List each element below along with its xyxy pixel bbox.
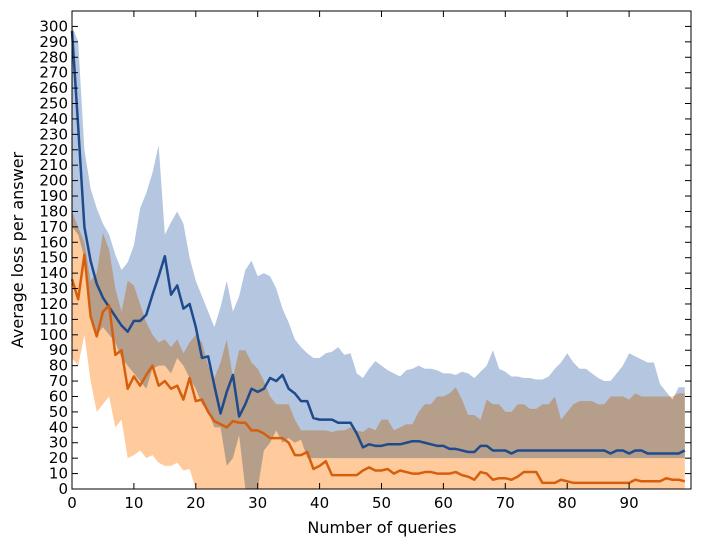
y-tick-label: 10 [49, 465, 68, 483]
series-line-orange [70, 253, 686, 485]
y-ticks: 0102030405060708090100110120130140150160… [39, 17, 691, 498]
y-tick-label: 160 [39, 233, 68, 251]
x-ticks: 0 10 20 30 40 50 60 70 80 90 [67, 11, 639, 512]
y-tick-label: 80 [49, 357, 68, 375]
y-tick-label: 90 [49, 341, 68, 359]
y-tick-label: 0 [58, 480, 68, 498]
y-tick-label: 180 [39, 202, 68, 220]
y-tick-label: 210 [39, 156, 68, 174]
y-tick-label: 290 [39, 33, 68, 51]
y-tick-label: 100 [39, 326, 68, 344]
y-tick-label: 170 [39, 218, 68, 236]
y-tick-label: 70 [49, 372, 68, 390]
y-tick-label: 200 [39, 172, 68, 190]
y-tick-label: 240 [39, 110, 68, 128]
y-tick-label: 110 [39, 310, 68, 328]
x-tick-label: 40 [310, 494, 329, 512]
y-tick-label: 20 [49, 449, 68, 467]
y-tick-label: 60 [49, 387, 68, 405]
y-tick-label: 220 [39, 141, 68, 159]
y-axis-label: Average loss per answer [8, 151, 27, 348]
x-tick-label: 90 [620, 494, 639, 512]
x-tick-label: 60 [434, 494, 453, 512]
y-tick-label: 280 [39, 48, 68, 66]
series-line-blue [70, 30, 686, 455]
y-tick-label: 190 [39, 187, 68, 205]
y-tick-label: 250 [39, 95, 68, 113]
y-tick-label: 260 [39, 79, 68, 97]
x-tick-label: 80 [558, 494, 577, 512]
x-tick-label: 0 [67, 494, 77, 512]
y-tick-label: 140 [39, 264, 68, 282]
band-orange [72, 211, 685, 489]
y-tick-label: 150 [39, 249, 68, 267]
y-tick-label: 300 [39, 17, 68, 35]
x-tick-label: 70 [496, 494, 515, 512]
x-axis-label: Number of queries [307, 518, 456, 537]
x-tick-label: 10 [124, 494, 143, 512]
bands-layer [72, 26, 685, 489]
y-tick-label: 130 [39, 280, 68, 298]
y-tick-label: 230 [39, 125, 68, 143]
y-tick-label: 30 [49, 434, 68, 452]
y-tick-label: 40 [49, 418, 68, 436]
x-tick-label: 30 [248, 494, 267, 512]
y-tick-label: 120 [39, 295, 68, 313]
lines-layer [70, 30, 686, 485]
y-tick-label: 50 [49, 403, 68, 421]
x-tick-label: 50 [372, 494, 391, 512]
y-tick-label: 270 [39, 64, 68, 82]
x-tick-label: 20 [186, 494, 205, 512]
